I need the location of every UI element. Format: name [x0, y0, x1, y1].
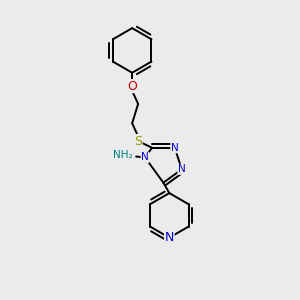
Text: N: N [171, 143, 178, 153]
Text: N: N [165, 231, 174, 244]
Text: S: S [134, 135, 142, 148]
Text: N: N [141, 152, 149, 162]
Text: N: N [178, 164, 186, 174]
Text: O: O [127, 80, 137, 93]
Text: NH₂: NH₂ [113, 150, 133, 160]
